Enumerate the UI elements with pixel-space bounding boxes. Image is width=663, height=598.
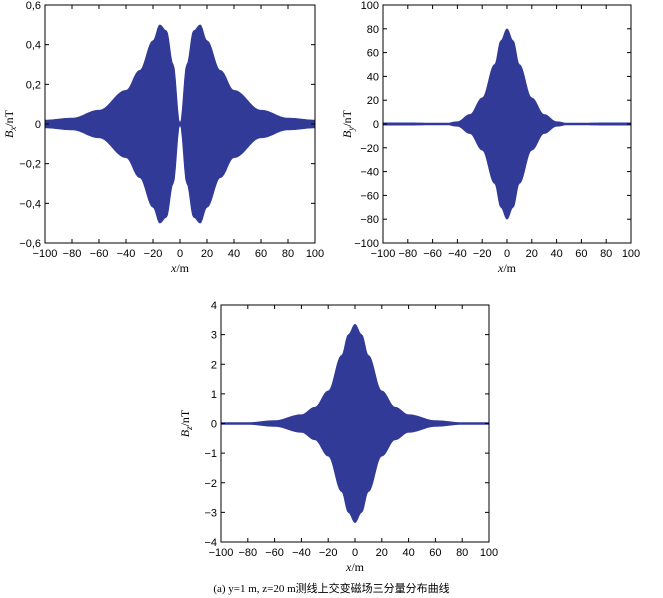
y-tick-label: 4 — [211, 300, 217, 312]
y-tick-label: 60 — [367, 48, 379, 60]
y-tick-label: −40 — [360, 167, 379, 179]
x-tick-label: 40 — [228, 248, 240, 260]
y-axis-label: Bx/nT — [2, 109, 18, 138]
y-tick-label: −4 — [204, 537, 217, 549]
x-tick-label: 100 — [306, 248, 324, 260]
y-tick-label: 20 — [367, 95, 379, 107]
data-area-bz — [220, 323, 490, 524]
x-tick-label: −80 — [63, 248, 82, 260]
y-tick-label: 80 — [367, 24, 379, 36]
x-tick-label: −80 — [398, 248, 417, 260]
y-tick-label: −80 — [360, 214, 379, 226]
y-tick-label: −0,2 — [19, 159, 41, 171]
chart-panel-by: −100 −80 −60 −40 −20 0 20 40 60 80 100−100−80−60−4… — [340, 0, 640, 275]
y-tick-label: −2 — [204, 478, 217, 490]
x-tick-label: −40 — [448, 248, 467, 260]
x-tick-label: −80 — [238, 547, 257, 559]
x-tick-label: −60 — [423, 248, 442, 260]
y-tick-label: −0,6 — [19, 238, 41, 250]
x-tick-label: 60 — [429, 547, 441, 559]
y-axis-label: Bz/nT — [178, 409, 194, 437]
y-tick-label: 100 — [361, 0, 379, 12]
x-axis-label: x/m — [497, 261, 517, 275]
y-tick-label: −60 — [360, 190, 379, 202]
y-tick-label: −20 — [360, 143, 379, 155]
x-tick-label: −20 — [319, 547, 338, 559]
x-tick-label: 60 — [255, 248, 267, 260]
y-tick-label: 3 — [211, 330, 217, 342]
chart-panel-bx: −100 −80 −60 −40 −20 0 20 40 60 80 100 −0,6 −0,4 −0,2… — [2, 0, 324, 275]
x-tick-label: 0 — [177, 248, 183, 260]
data-area-by — [382, 28, 632, 220]
x-axis-label: x/m — [345, 560, 365, 574]
x-tick-label: 80 — [600, 248, 612, 260]
x-tick-label: −100 — [371, 248, 396, 260]
x-tick-label: 20 — [526, 248, 538, 260]
x-tick-label: 0 — [504, 248, 510, 260]
x-tick-label: 100 — [622, 248, 640, 260]
y-tick-label: 0 — [373, 119, 379, 131]
y-tick-label: 0,4 — [26, 40, 41, 52]
chart-panel-bz: −100 −80 −60 −40 −20 0 20 40 60 80 100 −4 −3 −2 −1 0 1 2 3… — [178, 300, 498, 574]
x-tick-label: −100 — [33, 248, 58, 260]
data-area-bx — [44, 24, 316, 224]
y-tick-label: 1 — [211, 389, 217, 401]
x-tick-label: −60 — [90, 248, 109, 260]
figure-caption: (a) y=1 m, z=20 m测线上交变磁场三分量分布曲线 — [213, 583, 450, 595]
x-tick-label: 100 — [480, 547, 498, 559]
y-tick-label: 0 — [211, 419, 217, 431]
y-tick-label: 2 — [211, 359, 217, 371]
x-tick-label: −40 — [117, 248, 136, 260]
x-tick-label: 60 — [575, 248, 587, 260]
x-tick-label: 40 — [402, 547, 414, 559]
x-tick-label: −20 — [144, 248, 163, 260]
y-axis-label: By/nT — [340, 109, 356, 138]
y-tick-label: 0 — [35, 119, 41, 131]
y-tick-label: 0,2 — [26, 79, 41, 91]
x-tick-label: 0 — [352, 547, 358, 559]
x-tick-label: 40 — [550, 248, 562, 260]
x-tick-label: −60 — [265, 547, 284, 559]
y-tick-label: −3 — [204, 507, 217, 519]
y-tick-label: 0,6 — [26, 0, 41, 12]
y-tick-label: 40 — [367, 71, 379, 83]
y-tick-label: −1 — [204, 448, 217, 460]
x-tick-label: 20 — [376, 547, 388, 559]
x-tick-label: −40 — [292, 547, 311, 559]
x-axis-label: x/m — [170, 261, 190, 275]
x-tick-label: 20 — [201, 248, 213, 260]
x-tick-label: 80 — [456, 547, 468, 559]
x-tick-label: 80 — [282, 248, 294, 260]
y-tick-label: −0,4 — [19, 198, 41, 210]
x-tick-label: −100 — [209, 547, 234, 559]
y-tick-label: −100 — [354, 238, 379, 250]
x-tick-label: −20 — [473, 248, 492, 260]
